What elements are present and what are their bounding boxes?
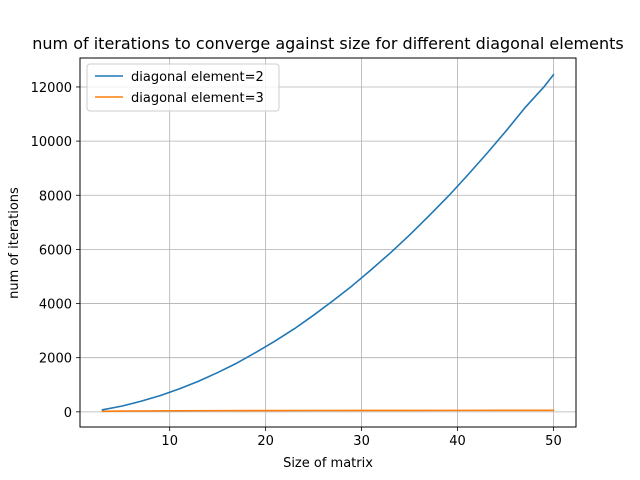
y-tick-label: 4000 xyxy=(39,298,72,313)
grid-lines xyxy=(80,58,576,427)
series-line-2 xyxy=(101,409,555,413)
chart-title: num of iterations to converge against si… xyxy=(32,34,623,53)
legend-label-1: diagonal element=2 xyxy=(131,70,264,85)
legend-label-2: diagonal element=3 xyxy=(131,91,264,106)
legend-box xyxy=(86,63,280,112)
y-tick-label: 6000 xyxy=(39,243,72,258)
y-tick-label: 10000 xyxy=(31,135,72,150)
legend: diagonal element=2 diagonal element=3 xyxy=(86,63,280,112)
x-tick-label: 10 xyxy=(161,434,178,449)
x-axis-label: Size of matrix xyxy=(283,456,373,471)
x-tick-label: 50 xyxy=(545,434,562,449)
y-tick-label: 2000 xyxy=(39,352,72,367)
y-tick-label: 12000 xyxy=(31,81,72,96)
plot-frame xyxy=(79,57,577,428)
y-tick-label: 8000 xyxy=(39,189,72,204)
x-tick-label: 20 xyxy=(257,434,274,449)
series-line-1 xyxy=(101,73,555,411)
y-tick-label: 0 xyxy=(64,406,72,421)
y-axis-label: num of iterations xyxy=(7,187,22,299)
series-layer xyxy=(101,73,555,413)
x-tick-label: 40 xyxy=(449,434,466,449)
tick-marks: 10 20 30 40 50 0 2000 4000 6000 8000 10000 12000 xyxy=(31,81,562,449)
x-tick-label: 30 xyxy=(353,434,370,449)
